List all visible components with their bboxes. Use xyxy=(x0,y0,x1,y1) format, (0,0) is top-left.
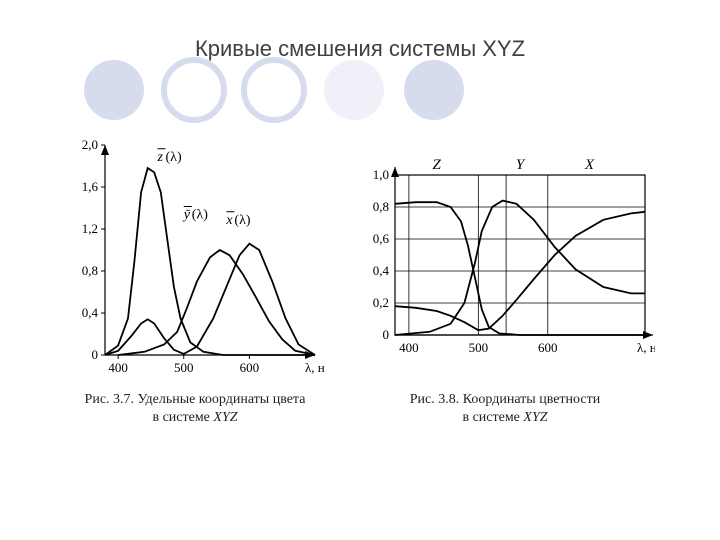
svg-text:600: 600 xyxy=(240,360,260,375)
svg-text:0,8: 0,8 xyxy=(373,199,389,214)
svg-text:0,2: 0,2 xyxy=(373,295,389,310)
charts-row: 00,40,81,21,62,0400500600λ, нмz(λ)ȳ(λ)x(… xyxy=(0,135,720,427)
chart-right: 0 0,2 0,4 0,6 0,8 1,0 400 500 600 λ, нм Z Y X xyxy=(355,135,655,385)
svg-text:500: 500 xyxy=(174,360,194,375)
caption-text: Рис. 3.8. Координаты цветности xyxy=(410,392,600,407)
svg-text:0: 0 xyxy=(92,347,99,362)
svg-text:400: 400 xyxy=(399,340,419,355)
svg-text:1,0: 1,0 xyxy=(373,167,389,182)
svg-text:0,4: 0,4 xyxy=(82,305,99,320)
svg-text:500: 500 xyxy=(469,340,489,355)
svg-text:0,6: 0,6 xyxy=(373,231,390,246)
svg-text:λ, нм: λ, нм xyxy=(637,340,655,355)
chart-left: 00,40,81,21,62,0400500600λ, нмz(λ)ȳ(λ)x(… xyxy=(65,135,325,385)
chart-left-caption: Рис. 3.7. Удельные координаты цвета в си… xyxy=(85,391,306,427)
svg-text:0,4: 0,4 xyxy=(373,263,390,278)
svg-text:X: X xyxy=(584,157,595,173)
svg-text:400: 400 xyxy=(108,360,128,375)
svg-text:(λ): (λ) xyxy=(192,208,208,223)
svg-text:0,8: 0,8 xyxy=(82,263,98,278)
page-title: Кривые смешения системы XYZ xyxy=(0,36,720,62)
caption-text: в системе XYZ xyxy=(152,410,237,425)
caption-text: Рис. 3.7. Удельные координаты цвета xyxy=(85,392,306,407)
svg-text:z: z xyxy=(157,150,164,165)
svg-text:0: 0 xyxy=(383,327,390,342)
svg-text:Z: Z xyxy=(432,157,441,173)
svg-text:(λ): (λ) xyxy=(166,150,182,165)
svg-text:600: 600 xyxy=(538,340,558,355)
svg-text:ȳ: ȳ xyxy=(182,208,191,223)
chart-left-block: 00,40,81,21,62,0400500600λ, нмz(λ)ȳ(λ)x(… xyxy=(65,135,325,427)
chart-right-block: 0 0,2 0,4 0,6 0,8 1,0 400 500 600 λ, нм Z Y X Рис. 3… xyxy=(355,135,655,427)
svg-text:1,2: 1,2 xyxy=(82,221,98,236)
svg-text:1,6: 1,6 xyxy=(82,179,99,194)
svg-text:2,0: 2,0 xyxy=(82,137,98,152)
svg-text:λ, нм: λ, нм xyxy=(305,360,325,375)
svg-text:x: x xyxy=(225,213,233,228)
svg-text:Y: Y xyxy=(516,157,526,173)
chart-right-caption: Рис. 3.8. Координаты цветности в системе… xyxy=(410,391,600,427)
svg-text:(λ): (λ) xyxy=(234,213,250,228)
caption-text: в системе XYZ xyxy=(462,410,547,425)
